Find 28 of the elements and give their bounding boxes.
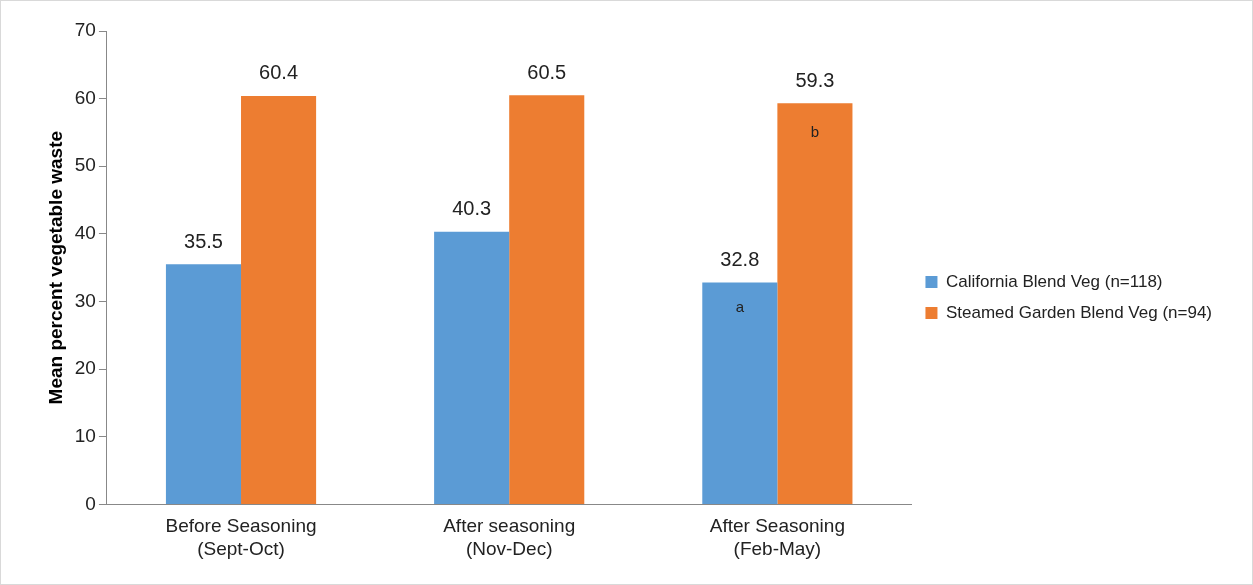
x-tick-label: Before Seasoning (Sept-Oct) bbox=[165, 515, 317, 559]
data-label: 60.5 bbox=[527, 60, 567, 83]
y-tick-label: 10 bbox=[74, 425, 96, 447]
bar bbox=[509, 95, 585, 504]
y-tick-label: 50 bbox=[74, 154, 96, 176]
y-axis-title: Mean percent vegetable waste bbox=[44, 130, 66, 405]
y-tick-label: 0 bbox=[85, 492, 96, 514]
y-tick-label: 70 bbox=[74, 19, 96, 41]
data-label: 35.5 bbox=[184, 229, 223, 252]
data-label: 40.3 bbox=[452, 197, 492, 220]
bar bbox=[777, 103, 853, 504]
x-tick-label: After Seasoning (Feb-May) bbox=[709, 515, 845, 559]
bar bbox=[241, 95, 317, 504]
y-tick-label: 40 bbox=[74, 222, 96, 244]
y-tick-label: 30 bbox=[74, 289, 96, 311]
legend-label: Steamed Garden Blend Veg (n=94) bbox=[945, 302, 1213, 322]
data-label: 32.8 bbox=[720, 248, 760, 271]
y-tick-label: 60 bbox=[74, 86, 96, 108]
bar bbox=[434, 231, 510, 504]
annotation: a bbox=[735, 298, 745, 316]
annotation: b bbox=[810, 122, 820, 140]
bar bbox=[165, 264, 242, 504]
data-label: 60.4 bbox=[259, 61, 299, 84]
y-tick-label: 20 bbox=[74, 357, 96, 379]
bar bbox=[702, 282, 778, 504]
data-label: 59.3 bbox=[795, 68, 835, 91]
x-tick-label: After seasoning (Nov-Dec) bbox=[443, 515, 576, 559]
legend-label: California Blend Veg (n=118) bbox=[945, 271, 1163, 291]
